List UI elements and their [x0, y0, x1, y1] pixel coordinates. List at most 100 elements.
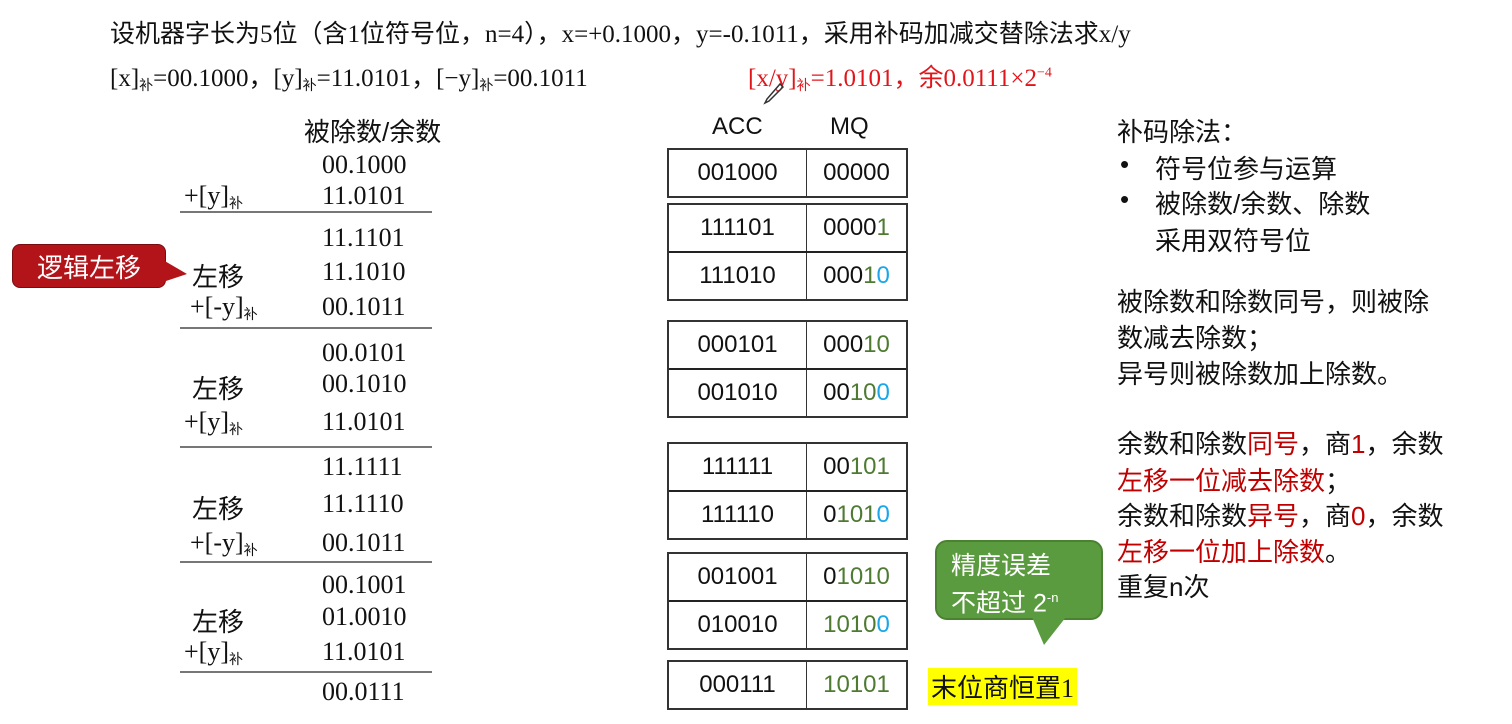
- rules-title: 补码除法：: [1117, 117, 1248, 147]
- register-group: 111101 0000 1 111010 000 1 0: [667, 203, 908, 301]
- text: =00.1011: [493, 65, 588, 92]
- pen-cursor-icon: [763, 82, 784, 105]
- bullet-icon: •: [1120, 149, 1130, 179]
- text: +[-y]: [190, 292, 244, 321]
- quotient-bits: 10: [863, 331, 890, 358]
- rule-line: 被除数和除数同号，则被除: [1117, 287, 1430, 317]
- text: 1: [1351, 429, 1366, 459]
- bubble-tail: [1032, 617, 1066, 645]
- dividend-value: 11.1111: [322, 452, 403, 481]
- acc-cell: 000101: [669, 322, 807, 368]
- text: 余数和除数: [1117, 429, 1248, 459]
- logical-shift-callout: 逻辑左移: [12, 244, 166, 288]
- bullet-item: 被除数/余数、除数: [1155, 189, 1371, 219]
- dividend-value: 11.0101: [322, 637, 406, 666]
- subscript: 补: [796, 79, 811, 94]
- quotient-bits: 101: [849, 453, 890, 480]
- mq-bits: 00: [823, 379, 850, 406]
- new-bit: 0: [876, 501, 890, 528]
- quotient-bits: 10: [849, 379, 877, 406]
- quotient-bits: 1: [863, 262, 877, 289]
- rule-line: 左移一位加上除数。: [1117, 532, 1351, 569]
- step-label: +[y]补: [184, 637, 243, 669]
- step-label: 左移: [192, 602, 244, 639]
- acc-cell: 111111: [669, 444, 807, 490]
- mq-bits: 0: [823, 563, 837, 590]
- text: 左移一位加上除数: [1117, 537, 1326, 567]
- dividend-value: 00.1000: [322, 150, 407, 179]
- precision-bubble: 精度误差 不超过 2-n: [935, 540, 1103, 620]
- dividend-value: 11.1101: [322, 223, 405, 252]
- text: 异号: [1247, 501, 1300, 531]
- quotient-bits: 1010: [836, 563, 890, 590]
- text: 同号: [1247, 429, 1300, 459]
- rule-line: 余数和除数同号，商1，余数: [1117, 424, 1444, 461]
- rule-line: 余数和除数异号，商0，余数: [1117, 496, 1444, 533]
- divider: [180, 211, 432, 213]
- dividend-value: 11.1110: [322, 489, 404, 518]
- answer: [x/y]补=1.0101，余0.0111×2−4: [748, 58, 1052, 95]
- acc-cell: 111101: [669, 205, 807, 251]
- mq-bits: 00000: [823, 159, 890, 186]
- register-row: 001000 00000: [669, 150, 906, 196]
- dividend-value: 00.0101: [322, 338, 407, 367]
- register-row: 000111 10101: [669, 662, 906, 708]
- bullet-icon: •: [1120, 184, 1130, 214]
- dividend-value: 01.0010: [322, 602, 407, 631]
- dividend-value: 11.0101: [322, 181, 406, 210]
- bullet-item: 符号位参与运算: [1155, 154, 1338, 184]
- text: ；: [1325, 466, 1352, 496]
- rule-line: 异号则被除数加上除数。: [1117, 359, 1404, 389]
- acc-header: ACC: [712, 113, 763, 140]
- text: ，余数: [1365, 429, 1444, 459]
- register-row: 001001 0 1010: [669, 554, 906, 600]
- acc-cell: 010010: [669, 602, 807, 648]
- new-bit: 0: [876, 262, 890, 289]
- dividend-value: 00.1010: [322, 369, 407, 398]
- superscript: -n: [1046, 590, 1059, 605]
- register-row: 000101 000 10: [669, 322, 906, 368]
- text: +[-y]: [190, 528, 244, 557]
- mq-bits: 000: [823, 262, 864, 289]
- step-label: 左移: [192, 369, 244, 406]
- rule-line: 左移一位减去除数；: [1117, 461, 1351, 498]
- acc-cell: 001010: [669, 370, 807, 416]
- dividend-value: 11.0101: [322, 407, 406, 436]
- step-label: +[y]补: [184, 407, 243, 439]
- text: 左移一位减去除数: [1117, 466, 1326, 496]
- text: 余数和除数: [1117, 501, 1248, 531]
- register-row: 111110 0 101 0: [669, 490, 906, 538]
- mq-cell: 00000: [807, 150, 906, 196]
- subscript: 补: [302, 79, 317, 94]
- text: =00.1000，[y]: [153, 65, 303, 92]
- step-label: +[y]补: [184, 181, 243, 213]
- subscript: 补: [479, 79, 494, 94]
- new-bit: 0: [876, 379, 890, 406]
- register-row: 001010 00 10 0: [669, 368, 906, 416]
- problem-statement: 设机器字长为5位（含1位符号位，n=4），x=+0.1000，y=-0.1011…: [110, 21, 1131, 48]
- text: +[y]: [184, 637, 229, 666]
- text: [x/y]: [748, 65, 797, 92]
- dividend-value: 00.1011: [322, 528, 406, 557]
- mq-cell: 0000 1: [807, 205, 906, 251]
- divider: [180, 446, 432, 448]
- text: +[y]: [184, 407, 229, 436]
- text: [x]: [110, 65, 140, 92]
- text: =1.0101，余0.0111×2: [810, 65, 1037, 92]
- step-label: 左移: [192, 489, 244, 526]
- quotient-bits: 1: [876, 214, 890, 241]
- quotient-bits: 101: [836, 501, 877, 528]
- mq-cell: 00 10 0: [807, 370, 906, 416]
- text: ，商: [1299, 429, 1352, 459]
- register-group: 000101 000 10 001010 00 10 0: [667, 320, 908, 418]
- bubble-line: 精度误差: [951, 552, 1052, 580]
- dividend-header: 被除数/余数: [304, 117, 442, 147]
- bubble-line: 不超过 2-n: [951, 582, 1101, 619]
- mq-bits: 0000: [823, 214, 877, 241]
- divider: [180, 561, 432, 563]
- dividend-value: 00.1011: [322, 292, 406, 321]
